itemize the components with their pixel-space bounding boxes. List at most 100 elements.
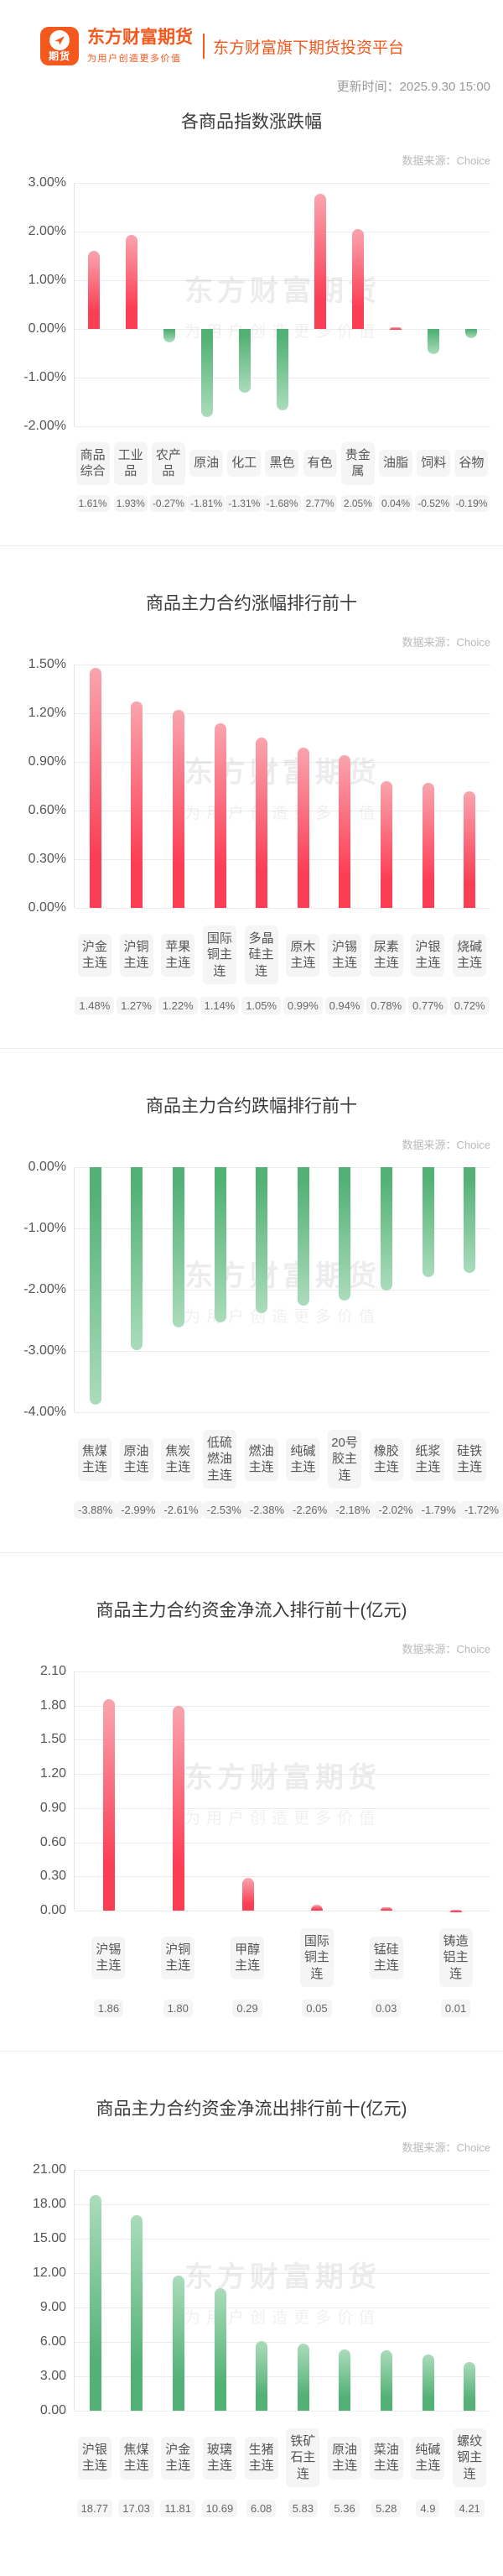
brand-text-block: 东方财富期货 为用户创造更多价值: [87, 28, 193, 64]
value-label: 2.05%: [340, 495, 375, 512]
value-label: -2.61%: [159, 1501, 203, 1519]
category-label: 化工: [227, 450, 262, 477]
bar: [297, 747, 309, 908]
value-label: -2.99%: [117, 1501, 160, 1519]
y-axis-tick: 0.60: [39, 1834, 66, 1849]
value-label: -1.79%: [417, 1501, 460, 1519]
section-top-losers: 商品主力合约跌幅排行前十 数据来源：Choice 0.00% -1.00% -2.0…: [0, 1092, 503, 1552]
bar: [173, 2275, 184, 2411]
value-label: 5.36: [329, 2500, 360, 2517]
bar: [297, 1167, 309, 1306]
value-label: 5.83: [288, 2500, 318, 2517]
chart-title: 商品主力合约资金净流出排行前十(亿元): [96, 2099, 407, 2119]
y-axis-tick: 18.00: [32, 2197, 66, 2211]
gridline: [75, 2342, 490, 2343]
section-top-gainers: 商品主力合约涨幅排行前十 数据来源：Choice 1.50% 1.20% 0.90%…: [0, 590, 503, 1048]
value-labels-row: 18.77 17.03 11.81 10.69 6.08 5.83 5.36 5.28 4.9 4…: [74, 2500, 490, 2517]
bar: [449, 1909, 462, 1912]
category-label: 商品综合: [75, 441, 110, 485]
bar: [131, 2215, 143, 2411]
category-label: 沪金主连: [77, 933, 111, 977]
category-label: 工业品: [113, 441, 148, 485]
category-label: 焦煤主连: [77, 1437, 111, 1481]
value-label: 1.22%: [158, 997, 198, 1014]
y-axis-tick: 1.20%: [28, 706, 66, 720]
brand-divider-bar: [203, 34, 205, 59]
plot-area: 0.00% -1.00% -2.00% -3.00% -4.00% 东方财富期货 为用户创造…: [23, 1160, 490, 1419]
bar: [241, 1877, 254, 1911]
gridline: [75, 762, 490, 763]
bar: [465, 329, 478, 339]
plot-area: 3.00%2.00%1.00%0.00%-1.00%-2.00%东方财富期货为用…: [23, 175, 490, 433]
value-label: 6.08: [246, 2500, 277, 2517]
gridline: [75, 1671, 490, 1672]
value-label: 1.80: [163, 2000, 193, 2017]
bar: [422, 2354, 434, 2411]
value-labels-row: -3.88% -2.99% -2.61% -2.53% -2.38% -2.26% -2.1…: [74, 1501, 503, 1519]
y-axis-tick: 6.00: [39, 2334, 66, 2349]
bar: [214, 2287, 226, 2411]
value-label: 0.04%: [379, 495, 413, 512]
brand-name: 东方财富期货: [87, 28, 193, 48]
category-labels-row: 商品综合 工业品 农产品 原油 化工 黑色 有色 贵金属 油脂 饲料 谷物: [74, 438, 490, 488]
y-axis-tick: 0.00%: [28, 321, 66, 336]
bar: [297, 2344, 309, 2411]
value-label: 0.72%: [449, 997, 490, 1014]
bar: [464, 1167, 476, 1273]
bar: [464, 2362, 476, 2411]
bar-chart-top-losers: 0.00% -1.00% -2.00% -3.00% -4.00% 东方财富期货 为用户创造…: [0, 1160, 503, 1519]
data-source-label: 数据来源：Choice: [402, 154, 490, 167]
value-label: 4.21: [454, 2500, 485, 2517]
paper-plane-icon: [54, 36, 65, 45]
y-axis-tick: 3.00: [39, 2369, 66, 2383]
y-axis-tick: -1.00%: [23, 1221, 66, 1235]
value-label: 0.05: [302, 2000, 332, 2017]
value-label: -3.88%: [74, 1501, 117, 1519]
value-label: 17.03: [118, 2500, 154, 2517]
chart-title: 商品主力合约涨幅排行前十: [146, 594, 357, 613]
gridline: [75, 2204, 490, 2205]
category-label: 沪金主连: [161, 2436, 195, 2480]
value-label: -1.31%: [226, 495, 263, 512]
y-axis-tick: -2.00%: [23, 419, 66, 433]
value-label: -0.52%: [415, 495, 453, 512]
value-labels-row: 1.86 1.80 0.29 0.05 0.03 0.01: [74, 2000, 490, 2017]
y-axis-tick: 0.90%: [28, 754, 66, 769]
data-source-label: 数据来源：Choice: [402, 1139, 490, 1151]
y-axis-tick: -2.00%: [23, 1282, 66, 1296]
value-label: 1.05%: [241, 997, 282, 1014]
category-label: 烧碱主连: [453, 933, 487, 977]
bar: [89, 1167, 101, 1405]
y-axis-tick: 0.60%: [28, 803, 66, 817]
y-axis-tick: 1.50: [39, 1732, 66, 1747]
value-label: 0.03: [371, 2000, 402, 2017]
section-net-inflow: 商品主力合约资金净流入排行前十(亿元) 数据来源：Choice 2.10 1.80…: [0, 1597, 503, 2051]
value-label: 1.86: [93, 2000, 124, 2017]
category-label: 农产品: [151, 441, 185, 485]
bar-chart-net-inflow: 2.10 1.80 1.50 1.20 0.90 0.60 0.30 0.00 东方财富期货 为用…: [0, 1664, 503, 2017]
value-label: 1.48%: [75, 997, 115, 1014]
y-axis-tick: 2.00%: [28, 224, 66, 238]
section-divider: [0, 1048, 503, 1049]
y-axis-tick: 21.00: [32, 2162, 66, 2177]
gridline: [75, 859, 490, 860]
gridline: [75, 908, 490, 909]
bar: [89, 2195, 101, 2411]
gridline: [75, 1351, 490, 1352]
value-label: 0.94%: [324, 997, 365, 1014]
category-label: 原油主连: [119, 1437, 153, 1481]
value-label: -2.18%: [331, 1501, 375, 1519]
chart-title: 各商品指数涨跌幅: [181, 112, 322, 132]
category-label: 纸浆主连: [411, 1437, 445, 1481]
bar: [381, 1167, 392, 1291]
y-axis-tick: 0.90: [39, 1800, 66, 1815]
category-label: 低硫燃油主连: [202, 1429, 236, 1489]
bar: [339, 1167, 351, 1301]
value-label: 4.9: [416, 2500, 440, 2517]
bottom-spacer: [0, 2551, 503, 2576]
category-label: 沪锡主连: [91, 1936, 126, 1979]
logo-badge-label: 期货: [48, 50, 70, 62]
bar: [314, 194, 327, 329]
bar: [390, 326, 402, 330]
